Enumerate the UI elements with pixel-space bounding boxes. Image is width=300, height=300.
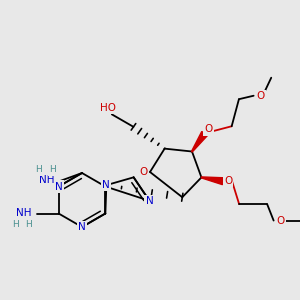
Text: H: H [12,220,19,229]
Text: HO: HO [100,103,116,113]
Text: H: H [49,166,56,175]
Text: N: N [55,182,62,191]
Text: NH: NH [40,175,55,185]
Text: NH: NH [16,208,32,218]
Text: H: H [36,166,42,175]
Text: N: N [146,196,153,206]
Text: O: O [277,215,285,226]
Polygon shape [201,177,224,185]
Text: N: N [103,180,110,190]
Text: O: O [140,167,148,177]
Text: H: H [25,220,32,229]
Text: N: N [103,180,110,190]
Text: N: N [78,222,86,232]
Polygon shape [192,131,208,152]
Text: O: O [205,124,213,134]
Text: O: O [224,176,232,186]
Text: O: O [256,91,265,101]
